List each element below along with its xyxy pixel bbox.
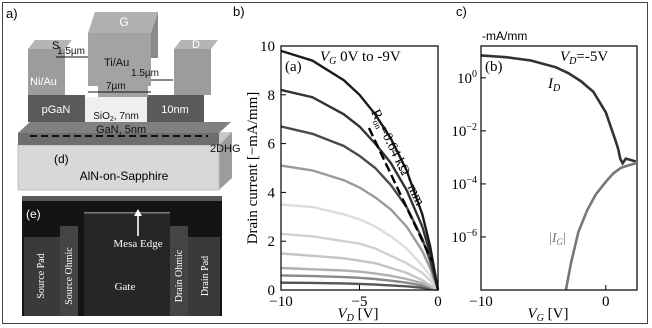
gate-region-label: Gate xyxy=(115,281,136,293)
pgan-label: pGaN xyxy=(42,104,71,116)
source-pad-region xyxy=(24,237,60,316)
gate-metal-label: Ti/Au xyxy=(104,57,129,69)
output-ytick-label-5: 10 xyxy=(260,39,275,55)
transfer-ytick-label-1: 10−2 xyxy=(451,122,477,140)
output-ytick-label-3: 6 xyxy=(268,137,276,153)
output-ytick-label-1: 2 xyxy=(268,234,276,250)
transfer-ytick-label-2: 10−4 xyxy=(451,175,477,193)
output-ytick-label-4: 8 xyxy=(268,88,276,104)
transfer-condition-text: VD=-5V xyxy=(560,49,608,67)
output-panel-label: (a) xyxy=(285,59,302,75)
transfer-curve-ig xyxy=(564,162,637,291)
substrate-label: AlN-on-Sapphire xyxy=(80,169,169,183)
2dhg-label: 2DHG xyxy=(210,143,241,155)
ron-dashed-line xyxy=(367,127,434,262)
panel-label-e: (e) xyxy=(26,207,41,221)
mesa-edge-label: Mesa Edge xyxy=(113,238,162,250)
transfer-curves-group xyxy=(480,54,637,291)
output-curve-6 xyxy=(280,252,439,292)
oxide-label: SiO2, 7nm xyxy=(93,111,139,123)
mesa-edge-line xyxy=(84,212,170,214)
dim-left-label: 1.5µm xyxy=(57,46,85,57)
drain-label: D xyxy=(192,39,200,51)
panel-label-a: a) xyxy=(6,6,18,21)
transfer-xtick-label-1: 0 xyxy=(602,294,610,310)
panel-label-d: (d) xyxy=(54,152,69,166)
pgan-right-block xyxy=(147,95,204,122)
drain-top xyxy=(174,40,218,49)
ig-series-label: |IG| xyxy=(549,231,566,247)
output-curve-1 xyxy=(280,88,440,291)
output-curve-8 xyxy=(280,274,439,292)
pgan-left-block xyxy=(28,95,85,122)
thickness-right-label: 10nm xyxy=(161,104,189,116)
drain-pad-region xyxy=(188,237,220,316)
output-curve-3 xyxy=(280,164,440,291)
figure-frame xyxy=(2,2,648,324)
output-curve-4 xyxy=(280,203,440,291)
output-legend-text: VG 0V to -9V xyxy=(320,49,401,67)
drain-ohmic-label: Drain Ohmic xyxy=(174,249,185,302)
output-curve-5 xyxy=(280,232,439,291)
panel-label-c: c) xyxy=(456,4,467,19)
transfer-ytick-label-3: 10−6 xyxy=(451,228,477,246)
gate-body xyxy=(88,33,151,86)
mesa-edge-arrowhead xyxy=(134,209,142,216)
gate-label: G xyxy=(119,15,128,29)
output-y-axis-label: Drain current [−mA/mm] xyxy=(245,92,261,245)
output-plot-frame xyxy=(280,45,439,291)
transfer-ytick-label-0: 100 xyxy=(457,69,477,87)
source-metal-label: Ni/Au xyxy=(30,76,57,88)
gate-region xyxy=(84,212,170,316)
output-curve-9 xyxy=(280,281,439,292)
gan-layer-top xyxy=(18,122,231,133)
transfer-x-axis-label: VG [V] xyxy=(528,306,569,324)
panel-label-b: b) xyxy=(233,4,245,19)
transfer-xtick-label-0: −10 xyxy=(469,294,492,310)
transfer-panel-label: (b) xyxy=(485,59,503,75)
dim-gate-label: 7µm xyxy=(106,81,126,92)
drain-ohmic-region xyxy=(170,226,188,316)
output-curve-7 xyxy=(280,266,439,292)
drain-pad-label: Drain Pad xyxy=(200,256,211,296)
oxide-layer xyxy=(85,97,147,122)
substrate-side-face xyxy=(219,132,232,190)
mesa-top-band xyxy=(22,196,222,201)
transfer-ticks-group: 100 10−2 10−4 10−6 −10 0 xyxy=(451,69,609,310)
output-ytick-label-2: 4 xyxy=(268,185,276,201)
source-ohmic-label: Source Ohmic xyxy=(64,247,75,305)
gan-channel-label: GaN, 5nm xyxy=(96,124,146,136)
output-xtick-label-0: −10 xyxy=(269,294,292,310)
output-ytick-label-0: 0 xyxy=(268,283,276,299)
id-series-label: ID xyxy=(547,76,561,94)
transfer-plot-frame xyxy=(480,45,638,291)
drain-contact xyxy=(174,49,211,95)
transfer-top-label: -mA/mm xyxy=(482,29,527,43)
gate-top xyxy=(88,12,158,33)
gate-source-gap xyxy=(65,58,88,86)
output-curve-0 xyxy=(280,49,440,291)
source-ohmic-region xyxy=(60,226,78,316)
source-top xyxy=(28,40,72,49)
output-ticks-group: 0 2 4 6 8 10 −10 −5 0 xyxy=(260,39,442,310)
output-xtick-label-2: 0 xyxy=(434,294,442,310)
source-label: S xyxy=(52,40,59,52)
source-pad-label: Source Pad xyxy=(36,253,47,298)
dim-right-label: 1.5µm xyxy=(131,68,159,79)
transfer-curve-id xyxy=(480,54,637,166)
output-x-axis-label: VD [V] xyxy=(338,306,379,324)
gate-drain-gap xyxy=(151,58,174,86)
substrate-block xyxy=(17,144,220,191)
output-xtick-label-1: −5 xyxy=(352,294,368,310)
